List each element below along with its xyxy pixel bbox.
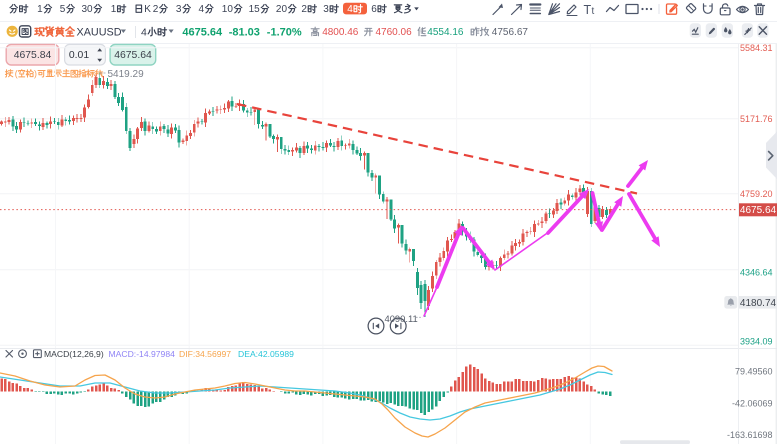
svg-text:-42.06069: -42.06069 [732,398,773,408]
svg-text:2: 2 [153,4,159,15]
svg-text:6: 6 [371,4,377,15]
svg-text:3: 3 [323,4,329,15]
svg-text:4800.46: 4800.46 [322,27,359,38]
svg-text:1: 1 [111,4,117,15]
svg-text:DEA:42.05989: DEA:42.05989 [238,349,294,359]
svg-text:4346.64: 4346.64 [740,268,773,278]
svg-text:4: 4 [199,4,205,15]
svg-text:15: 15 [249,4,261,15]
svg-text:5: 5 [60,4,66,15]
svg-text:4: 4 [141,26,147,38]
svg-text:4: 4 [347,4,353,15]
svg-text:K: K [144,4,151,15]
svg-text:MACD:-14.97984: MACD:-14.97984 [109,349,176,359]
svg-text:5419.29: 5419.29 [108,69,145,80]
svg-text:79.49560: 79.49560 [735,367,773,377]
svg-text:3934.09: 3934.09 [740,337,773,347]
svg-text:4756.67: 4756.67 [492,27,529,38]
svg-text:10: 10 [222,4,234,15]
svg-text:4675.64: 4675.64 [740,205,777,216]
svg-text:30: 30 [82,4,94,15]
svg-text:1: 1 [37,4,43,15]
svg-text:DIF:34.56997: DIF:34.56997 [179,349,231,359]
svg-text:T: T [584,3,592,17]
svg-text:-1.70%: -1.70% [267,27,302,39]
svg-text:4090.11: 4090.11 [385,313,418,324]
svg-text:-81.03: -81.03 [229,27,260,39]
svg-text:0.01: 0.01 [69,50,89,61]
svg-text:5171.76: 5171.76 [740,114,773,124]
svg-text:3: 3 [176,4,182,15]
svg-text:(: ( [15,69,18,79]
svg-text:4759.20: 4759.20 [740,189,773,199]
svg-text:4675.64: 4675.64 [114,50,152,61]
svg-text:4760.06: 4760.06 [376,27,413,38]
svg-text:4554.16: 4554.16 [427,27,464,38]
svg-text:20: 20 [276,4,288,15]
svg-text:4180.74: 4180.74 [740,298,777,309]
svg-text:4675.84: 4675.84 [14,50,52,61]
svg-text:MACD(12,26,9): MACD(12,26,9) [44,349,104,359]
svg-text:t: t [592,6,595,17]
svg-text:): ) [34,69,37,79]
svg-text:5584.31: 5584.31 [740,43,773,53]
svg-text:XAUUSD: XAUUSD [77,26,122,38]
svg-text:2: 2 [301,4,307,15]
svg-text:-163.61698: -163.61698 [727,430,773,440]
svg-text:4675.64: 4675.64 [182,27,223,39]
